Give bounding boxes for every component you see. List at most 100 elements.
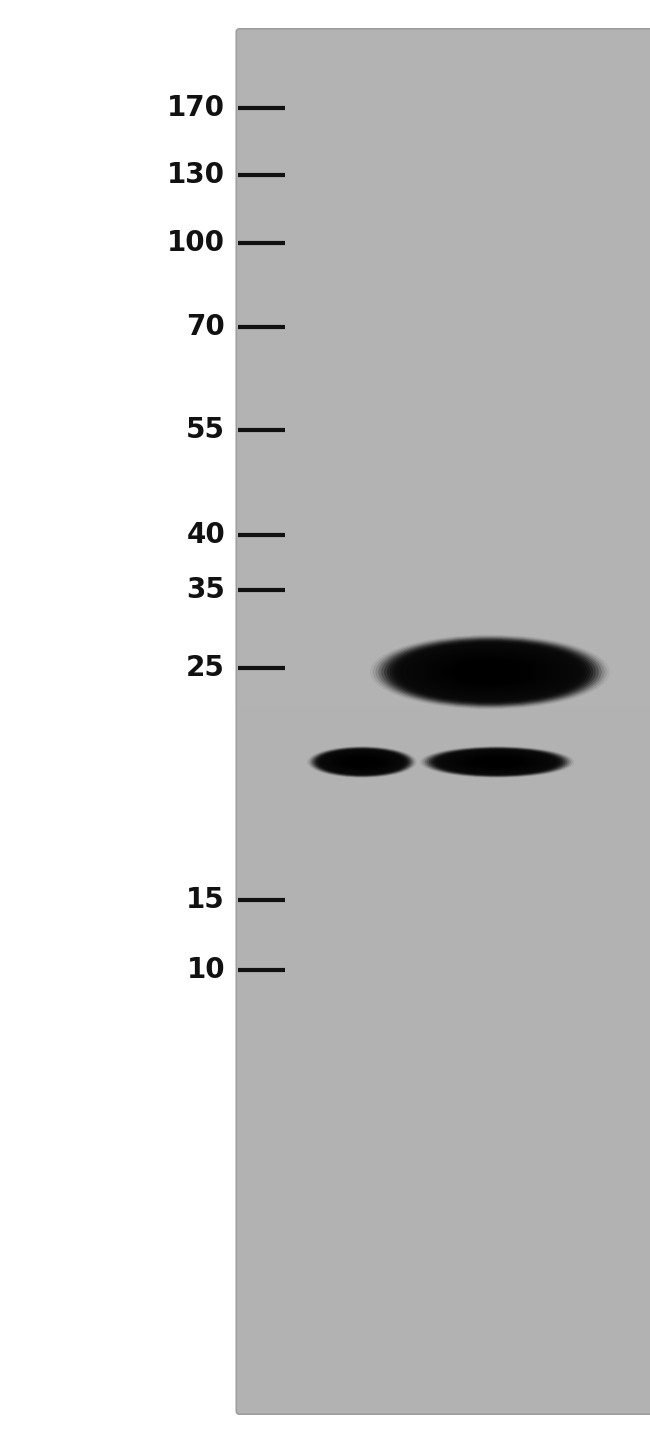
- Ellipse shape: [307, 746, 417, 778]
- Ellipse shape: [468, 756, 526, 768]
- Ellipse shape: [412, 648, 568, 697]
- Ellipse shape: [384, 639, 596, 706]
- Ellipse shape: [313, 747, 411, 776]
- Ellipse shape: [446, 658, 534, 685]
- Ellipse shape: [452, 753, 542, 771]
- Ellipse shape: [338, 755, 386, 769]
- Ellipse shape: [436, 749, 558, 775]
- Ellipse shape: [321, 750, 403, 773]
- Ellipse shape: [325, 752, 399, 773]
- Ellipse shape: [373, 635, 607, 709]
- Ellipse shape: [460, 755, 535, 769]
- Ellipse shape: [370, 635, 610, 710]
- Ellipse shape: [406, 646, 573, 698]
- Ellipse shape: [472, 756, 522, 768]
- Ellipse shape: [467, 756, 528, 768]
- Ellipse shape: [381, 638, 599, 706]
- Ellipse shape: [332, 753, 393, 771]
- Ellipse shape: [401, 644, 579, 700]
- Ellipse shape: [311, 747, 413, 776]
- Ellipse shape: [445, 752, 549, 773]
- Ellipse shape: [458, 753, 536, 771]
- Ellipse shape: [389, 641, 590, 703]
- Text: 15: 15: [187, 886, 225, 913]
- Ellipse shape: [451, 659, 529, 684]
- Ellipse shape: [398, 644, 582, 701]
- Ellipse shape: [333, 753, 391, 771]
- Ellipse shape: [450, 752, 544, 772]
- Ellipse shape: [337, 755, 387, 769]
- Text: 55: 55: [186, 416, 225, 444]
- Ellipse shape: [339, 755, 385, 769]
- Text: 70: 70: [187, 313, 225, 341]
- Ellipse shape: [423, 746, 571, 778]
- Ellipse shape: [334, 753, 390, 771]
- Ellipse shape: [324, 750, 400, 773]
- Ellipse shape: [344, 756, 380, 768]
- Ellipse shape: [378, 638, 602, 707]
- Ellipse shape: [330, 753, 394, 771]
- Text: 10: 10: [187, 957, 225, 984]
- Ellipse shape: [316, 749, 408, 775]
- Ellipse shape: [326, 752, 398, 772]
- Ellipse shape: [430, 749, 564, 776]
- Ellipse shape: [461, 755, 533, 769]
- Ellipse shape: [404, 645, 577, 698]
- Text: 35: 35: [186, 576, 225, 605]
- Ellipse shape: [432, 654, 549, 690]
- Ellipse shape: [421, 746, 573, 778]
- Ellipse shape: [309, 746, 415, 778]
- Ellipse shape: [343, 756, 381, 768]
- Ellipse shape: [434, 655, 545, 690]
- Ellipse shape: [315, 749, 410, 776]
- Text: 170: 170: [167, 94, 225, 123]
- Ellipse shape: [320, 750, 404, 775]
- Ellipse shape: [419, 746, 575, 778]
- Ellipse shape: [387, 639, 593, 704]
- Ellipse shape: [437, 750, 556, 775]
- Ellipse shape: [317, 749, 407, 775]
- Ellipse shape: [434, 749, 560, 775]
- Ellipse shape: [328, 752, 396, 772]
- Ellipse shape: [417, 649, 562, 694]
- Ellipse shape: [395, 642, 585, 701]
- Ellipse shape: [443, 750, 551, 773]
- Ellipse shape: [312, 747, 412, 776]
- Ellipse shape: [432, 749, 562, 775]
- Ellipse shape: [428, 747, 566, 776]
- Text: 130: 130: [167, 162, 225, 189]
- Ellipse shape: [318, 749, 406, 775]
- Text: 25: 25: [186, 654, 225, 683]
- Text: 100: 100: [167, 229, 225, 257]
- Ellipse shape: [465, 755, 529, 769]
- Ellipse shape: [393, 642, 588, 703]
- FancyBboxPatch shape: [236, 29, 650, 1414]
- Ellipse shape: [463, 755, 531, 769]
- Ellipse shape: [342, 756, 382, 768]
- Ellipse shape: [439, 750, 554, 773]
- Ellipse shape: [470, 756, 524, 768]
- Ellipse shape: [456, 753, 538, 771]
- Ellipse shape: [448, 752, 545, 772]
- Text: 40: 40: [187, 521, 225, 548]
- Ellipse shape: [335, 755, 389, 769]
- Ellipse shape: [308, 746, 416, 778]
- Ellipse shape: [329, 752, 395, 772]
- Ellipse shape: [448, 659, 532, 685]
- Ellipse shape: [440, 657, 540, 688]
- Ellipse shape: [322, 750, 402, 773]
- Ellipse shape: [429, 652, 551, 691]
- Ellipse shape: [437, 655, 543, 688]
- Ellipse shape: [423, 651, 557, 693]
- Ellipse shape: [425, 747, 569, 776]
- Ellipse shape: [441, 750, 552, 773]
- Ellipse shape: [341, 756, 384, 768]
- Ellipse shape: [410, 646, 571, 697]
- Ellipse shape: [427, 747, 567, 776]
- Ellipse shape: [415, 648, 566, 696]
- Ellipse shape: [447, 752, 547, 772]
- Ellipse shape: [443, 657, 537, 687]
- Ellipse shape: [421, 651, 560, 694]
- Ellipse shape: [454, 753, 540, 771]
- Ellipse shape: [426, 652, 554, 693]
